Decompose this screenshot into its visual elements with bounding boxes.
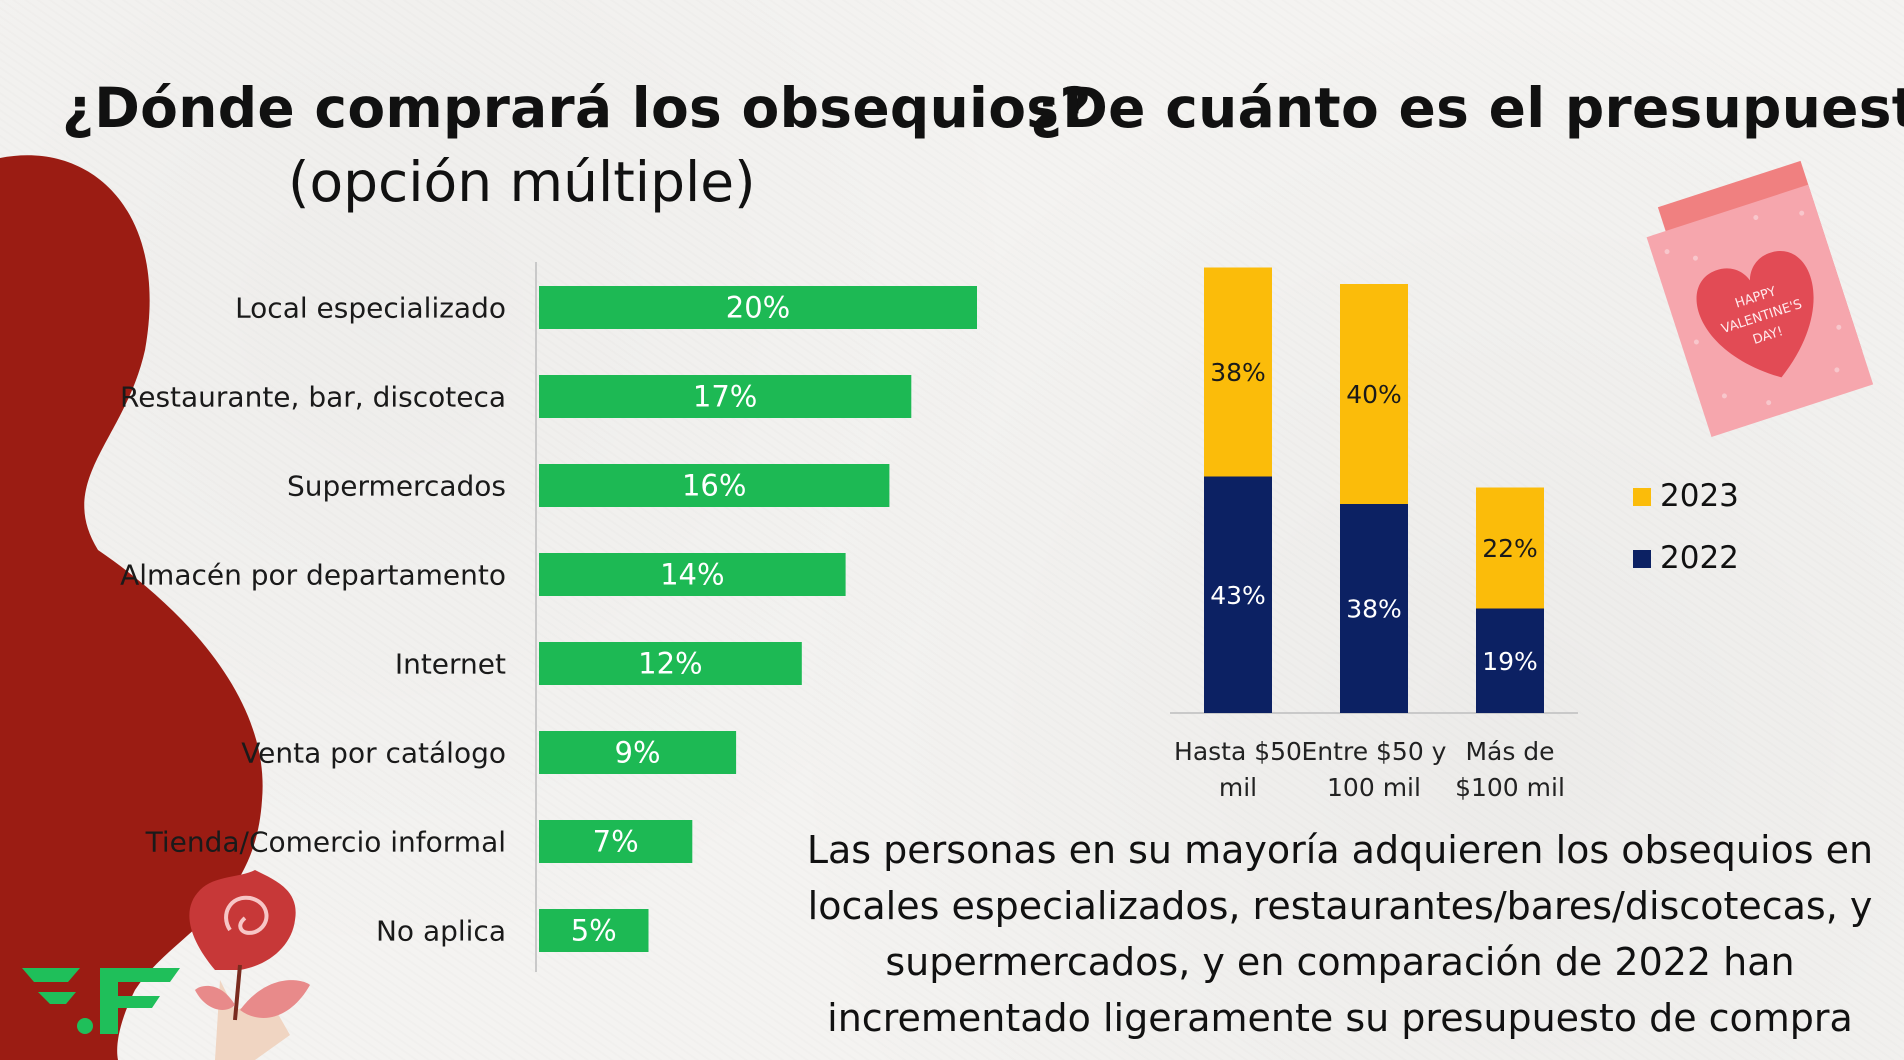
category-label: Local especializado	[235, 292, 506, 325]
bar	[539, 909, 649, 952]
bar-segment-2023	[1476, 487, 1544, 609]
segment-label-2022: 43%	[1210, 581, 1266, 610]
bar	[539, 375, 912, 418]
bar	[539, 286, 977, 329]
valentine-card-decoration: HAPPY VALENTINE'S DAY!	[1646, 160, 1874, 437]
legend-label: 2023	[1660, 478, 1739, 514]
category-label: Venta por catálogo	[241, 737, 506, 770]
red-blob-decoration	[0, 155, 263, 1060]
bar-segment-2022	[1340, 504, 1408, 713]
bar	[539, 642, 802, 685]
bar-segment-2022	[1204, 476, 1272, 713]
left-chart-title: ¿Dónde comprará los obsequios?	[62, 76, 1092, 140]
x-tick-label: 100 mil	[1327, 773, 1421, 802]
bar	[539, 820, 693, 863]
x-tick-label: Entre $50 y	[1302, 737, 1447, 766]
bar-value-label: 5%	[571, 914, 617, 948]
bar-value-label: 17%	[693, 380, 757, 414]
legend-label: 2022	[1660, 540, 1739, 576]
caption-line: Las personas en su mayoría adquieren los…	[806, 828, 1874, 872]
bar-value-label: 16%	[682, 469, 746, 503]
x-tick-label: Más de	[1465, 737, 1554, 766]
x-tick-label: $100 mil	[1455, 773, 1565, 802]
brand-logo-icon	[22, 968, 180, 1034]
bar-segment-2023	[1340, 284, 1408, 504]
segment-label-2022: 19%	[1482, 647, 1538, 676]
bar	[539, 731, 737, 774]
segment-label-2023: 22%	[1482, 534, 1538, 563]
segment-label-2023: 38%	[1210, 358, 1266, 387]
legend-swatch	[1633, 550, 1651, 568]
x-tick-label: mil	[1219, 773, 1257, 802]
bar	[539, 464, 890, 507]
right-chart-title: ¿De cuánto es el presupuesto?	[1030, 76, 1904, 140]
bar-segment-2023	[1204, 267, 1272, 477]
heart-icon	[1696, 250, 1814, 378]
category-label: Almacén por departamento	[120, 559, 506, 592]
category-label: Supermercados	[287, 470, 506, 503]
summary-caption: Las personas en su mayoría adquieren los…	[790, 822, 1890, 1046]
caption-line: supermercados, y en comparación de 2022 …	[885, 940, 1795, 984]
category-label: Internet	[395, 648, 506, 681]
legend-swatch	[1633, 488, 1651, 506]
category-label: No aplica	[376, 915, 506, 948]
bar-segment-2022	[1476, 608, 1544, 713]
caption-line: incrementado ligeramente su presupuesto …	[827, 996, 1853, 1040]
bar-value-label: 20%	[726, 291, 790, 325]
bar-value-label: 7%	[593, 825, 639, 859]
segment-label-2023: 40%	[1346, 380, 1402, 409]
rose-decoration	[189, 870, 310, 1060]
x-tick-label: Hasta $50	[1174, 737, 1302, 766]
left-chart-subtitle: (opción múltiple)	[288, 150, 756, 214]
category-label: Restaurante, bar, discoteca	[120, 381, 506, 414]
bar-value-label: 14%	[660, 558, 724, 592]
location-bar-chart: 20% Local especializado 17% Restaurante, ba…	[120, 262, 977, 972]
bar-value-label: 9%	[615, 736, 661, 770]
bar-value-label: 12%	[638, 647, 702, 681]
bar	[539, 553, 846, 596]
segment-label-2022: 38%	[1346, 595, 1402, 624]
caption-line: locales especializados, restaurantes/bar…	[807, 884, 1873, 928]
budget-stacked-chart: 43% 38% Hasta $50 mil 38% 40% Entre $50 y 100 m…	[1170, 267, 1739, 802]
category-label: Tienda/Comercio informal	[145, 826, 506, 859]
